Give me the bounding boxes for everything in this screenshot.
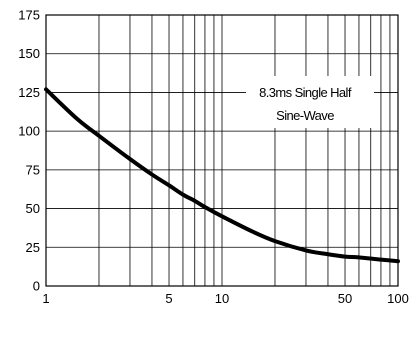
y-tick-label: 150 bbox=[18, 46, 40, 61]
plot-frame bbox=[45, 14, 399, 287]
annotation-line-2: Sine-Wave bbox=[276, 108, 334, 123]
y-tick-label: 0 bbox=[33, 279, 40, 294]
y-tick-label: 175 bbox=[18, 8, 40, 23]
x-tick-label: 10 bbox=[215, 291, 229, 306]
y-tick-label: 100 bbox=[18, 124, 40, 139]
annotation-background bbox=[246, 76, 374, 128]
y-tick-label: 75 bbox=[26, 162, 40, 177]
series-line bbox=[44, 87, 400, 264]
y-tick-label: 125 bbox=[18, 85, 40, 100]
x-tick-label: 100 bbox=[387, 291, 409, 306]
label-layer: 0 25 50 75 100 125 150 175 1 5 10 50 100 bbox=[18, 8, 409, 307]
x-tick-label: 50 bbox=[338, 291, 352, 306]
annotation-layer: 8.3ms Single Half Sine-Wave bbox=[246, 76, 374, 128]
y-tick-label: 50 bbox=[26, 201, 40, 216]
y-tick-label: 25 bbox=[26, 240, 40, 255]
annotation-line-1: 8.3ms Single Half bbox=[259, 85, 352, 100]
x-tick-label: 5 bbox=[165, 291, 172, 306]
grid-layer bbox=[46, 15, 398, 286]
series-layer bbox=[44, 87, 400, 264]
x-tick-label: 1 bbox=[42, 291, 49, 306]
